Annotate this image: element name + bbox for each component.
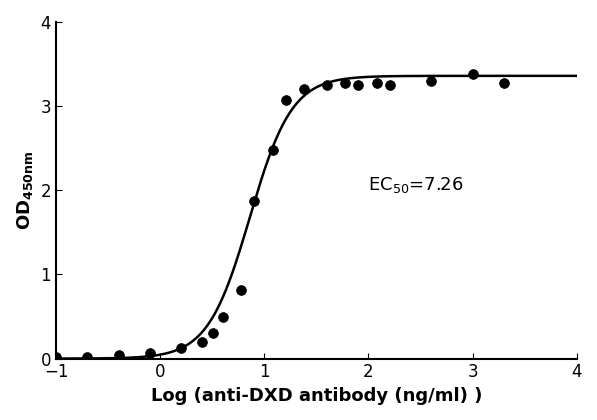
Point	[208, 330, 217, 337]
Text: $\mathrm{EC_{50}}$=7.26: $\mathrm{EC_{50}}$=7.26	[368, 175, 464, 195]
Point	[299, 86, 309, 93]
Point	[340, 80, 350, 87]
Point	[218, 313, 227, 320]
Point	[250, 198, 259, 205]
Point	[114, 352, 124, 359]
Point	[197, 339, 207, 345]
Point	[51, 354, 61, 361]
Point	[468, 71, 478, 78]
Point	[145, 349, 155, 356]
Y-axis label: $\mathbf{OD_{450nm}}$: $\mathbf{OD_{450nm}}$	[15, 150, 35, 230]
Point	[281, 97, 290, 104]
Point	[499, 79, 509, 86]
Point	[268, 147, 278, 153]
Point	[372, 79, 381, 86]
X-axis label: Log (anti-DXD antibody (ng/ml) ): Log (anti-DXD antibody (ng/ml) )	[150, 387, 482, 405]
Point	[82, 354, 92, 360]
Point	[177, 345, 186, 352]
Point	[426, 78, 436, 84]
Point	[385, 82, 395, 89]
Point	[353, 82, 363, 89]
Point	[236, 286, 246, 293]
Point	[322, 82, 332, 89]
